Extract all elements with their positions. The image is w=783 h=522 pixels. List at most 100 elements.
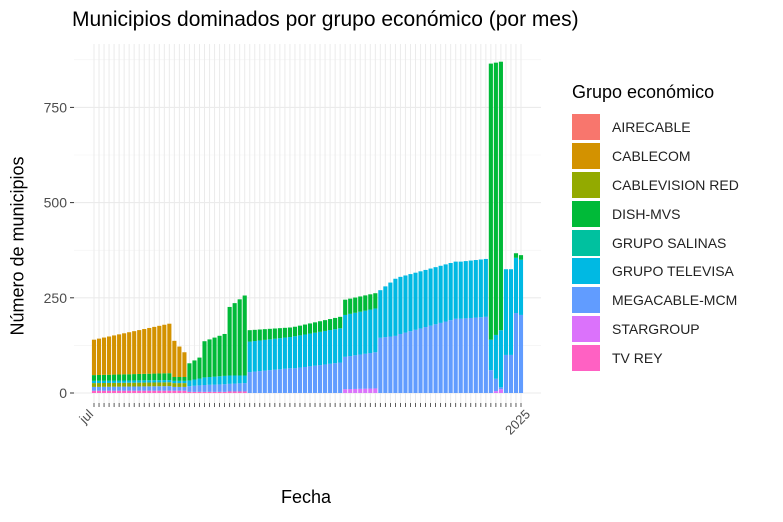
bar-segment-tv-rey [172,390,177,393]
bar-segment-tv-rey [91,390,97,393]
legend-swatch [572,258,600,285]
bar-segment-cablecom [96,338,102,375]
bar-segment-megacable-mcm [333,363,338,393]
bar-segment-cablevision-red [96,383,102,387]
bar-segment-grupo-televisa [453,261,458,319]
bar-segment-dish-mvs [101,374,107,381]
legend-label: GRUPO TELEVISA [612,263,734,280]
bar-segment-tv-rey [217,391,222,393]
bar-segment-grupo-televisa [393,278,398,336]
bar-segment-dish-mvs [368,294,373,310]
bar-segment-dish-mvs [277,328,282,339]
bar-segment-grupo-televisa [132,380,137,383]
bar-segment-cablevision-red [117,382,122,387]
bar-segment-cablevision-red [107,382,112,387]
bar-segment-stargroup [498,389,503,393]
legend-label: AIRECABLE [612,119,691,136]
bar-segment-cablecom [167,323,172,374]
bar-segment-cablevision-red [112,382,117,387]
legend-item: GRUPO SALINAS [572,228,739,257]
bar-segment-grupo-televisa [328,330,333,364]
bar-segment-megacable-mcm [403,332,408,393]
legend-swatch [572,344,600,371]
bar-segment-grupo-televisa [488,339,493,371]
bar-segment-tv-rey [197,391,202,393]
bar-segment-grupo-televisa [282,337,287,369]
bar-segment-dish-mvs [317,321,323,332]
legend-label: DISH-MVS [612,205,681,222]
bar-segment-dish-mvs [247,330,252,342]
bar-segment-cablecom [152,326,157,374]
bar-segment-megacable-mcm [257,371,262,393]
bar-segment-megacable-mcm [302,366,308,393]
bar-segment-megacable-mcm [207,384,212,392]
bar-segment-dish-mvs [498,61,503,331]
bar-segment-megacable-mcm [307,366,313,393]
bar-segment-cablecom [147,327,152,374]
bar-segment-cablevision-red [132,382,137,387]
bar-segment-dish-mvs [137,373,142,381]
bar-segment-megacable-mcm [177,386,182,391]
bar-segment-megacable-mcm [262,370,267,393]
bar-segment-grupo-televisa [91,380,97,384]
bar-segment-dish-mvs [91,375,97,381]
bar-segment-dish-mvs [333,317,338,330]
bar-segment-dish-mvs [207,339,212,378]
bar-segment-tv-rey [242,391,247,393]
bar-segment-dish-mvs [142,373,147,381]
bar-segment-grupo-televisa [167,380,172,383]
legend-title: Grupo económico [572,82,715,102]
bar-segment-cablevision-red [177,383,182,387]
bar-segment-megacable-mcm [127,386,132,391]
legend-label: MEGACABLE-MCM [612,292,738,309]
bar-segment-stargroup [373,388,378,393]
bar-segment-dish-mvs [202,341,207,378]
bar-segment-grupo-televisa [323,330,328,365]
bar-segment-dish-mvs [132,374,137,381]
bar-segment-dish-mvs [328,319,333,331]
bar-segment-cablevision-red [162,382,167,387]
bar-segment-megacable-mcm [388,336,393,393]
bar-segment-tv-rey [227,391,232,393]
bar-segment-megacable-mcm [478,317,483,393]
legend-item: GRUPO TELEVISA [572,257,739,286]
bar-segment-megacable-mcm [448,320,453,393]
bar-segment-stargroup [358,388,363,393]
bar-segment-megacable-mcm [508,354,514,393]
bars [91,61,524,393]
bar-segment-tv-rey [202,391,207,393]
bar-segment-cablevision-red [172,383,177,387]
bar-segment-megacable-mcm [312,365,318,393]
bar-segment-megacable-mcm [513,313,519,393]
bar-segment-grupo-televisa [107,380,112,383]
x-axis: jul 2025 [76,403,533,438]
bar-segment-dish-mvs [302,324,308,335]
bar-segment-dish-mvs [152,373,157,381]
bar-segment-dish-mvs [212,337,217,377]
bar-segment-dish-mvs [518,255,524,260]
bar-segment-megacable-mcm [162,386,167,391]
bar-segment-cablevision-red [182,383,187,387]
bar-segment-megacable-mcm [272,369,277,393]
bar-segment-dish-mvs [167,373,172,381]
bar-segment-grupo-televisa [503,269,508,355]
bar-segment-tv-rey [187,391,192,393]
bar-segment-dish-mvs [192,360,197,380]
bar-segment-dish-mvs [267,328,272,340]
bar-segment-tv-rey [107,390,112,393]
bar-segment-dish-mvs [338,316,343,329]
bar-segment-tv-rey [152,390,157,393]
bar-segment-megacable-mcm [473,317,478,393]
bar-segment-megacable-mcm [433,324,438,393]
bar-segment-megacable-mcm [493,378,498,392]
bar-segment-stargroup [368,388,373,393]
bar-segment-megacable-mcm [91,386,97,391]
bar-segment-dish-mvs [217,335,222,377]
bar-segment-megacable-mcm [197,385,202,392]
bar-segment-megacable-mcm [167,386,172,391]
bar-segment-grupo-televisa [277,338,282,370]
bar-segment-megacable-mcm [418,328,423,393]
bar-segment-megacable-mcm [112,386,117,391]
bar-segment-tv-rey [127,390,132,393]
